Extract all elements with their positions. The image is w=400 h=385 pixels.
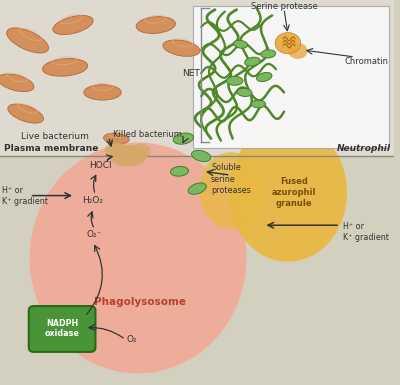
Ellipse shape bbox=[30, 142, 246, 373]
Ellipse shape bbox=[8, 104, 44, 123]
Text: HOCl: HOCl bbox=[89, 161, 112, 170]
Ellipse shape bbox=[261, 50, 276, 58]
Ellipse shape bbox=[251, 100, 266, 108]
Text: H⁺ or
K⁺ gradient: H⁺ or K⁺ gradient bbox=[343, 222, 389, 242]
Ellipse shape bbox=[245, 57, 260, 66]
Text: Plasma membrane: Plasma membrane bbox=[4, 144, 98, 153]
Ellipse shape bbox=[288, 43, 308, 59]
Ellipse shape bbox=[237, 88, 252, 97]
Ellipse shape bbox=[229, 123, 347, 262]
Ellipse shape bbox=[42, 59, 88, 76]
FancyBboxPatch shape bbox=[29, 306, 96, 352]
Ellipse shape bbox=[192, 150, 211, 162]
Ellipse shape bbox=[0, 74, 34, 92]
Ellipse shape bbox=[129, 144, 151, 158]
Text: Serine protease: Serine protease bbox=[251, 2, 317, 11]
Ellipse shape bbox=[163, 40, 200, 56]
Ellipse shape bbox=[226, 77, 243, 85]
Text: O₂: O₂ bbox=[127, 335, 138, 344]
FancyBboxPatch shape bbox=[193, 6, 388, 148]
Text: Killed bacterium: Killed bacterium bbox=[114, 131, 182, 139]
Text: H₂O₂: H₂O₂ bbox=[82, 196, 103, 205]
Bar bbox=[0, 0, 394, 156]
Ellipse shape bbox=[234, 40, 248, 48]
Ellipse shape bbox=[110, 146, 147, 167]
Text: Phagolysosome: Phagolysosome bbox=[94, 297, 186, 307]
Ellipse shape bbox=[84, 85, 121, 100]
Text: Live bacterium: Live bacterium bbox=[21, 132, 89, 141]
Ellipse shape bbox=[173, 133, 194, 144]
Ellipse shape bbox=[104, 142, 128, 158]
Text: Fused
azurophil
granule: Fused azurophil granule bbox=[272, 177, 316, 208]
Text: H⁺ or
K⁺ gradient: H⁺ or K⁺ gradient bbox=[2, 186, 48, 206]
Ellipse shape bbox=[199, 152, 262, 229]
Ellipse shape bbox=[104, 133, 129, 144]
Ellipse shape bbox=[53, 15, 93, 35]
Text: NADPH
oxidase: NADPH oxidase bbox=[45, 319, 80, 338]
Text: O₂⁻: O₂⁻ bbox=[87, 230, 102, 239]
Ellipse shape bbox=[170, 166, 188, 176]
Text: NET: NET bbox=[182, 69, 200, 79]
Ellipse shape bbox=[136, 17, 176, 33]
Ellipse shape bbox=[275, 33, 301, 54]
Text: Soluble
serine
proteases: Soluble serine proteases bbox=[211, 163, 251, 195]
Ellipse shape bbox=[188, 183, 206, 194]
Ellipse shape bbox=[7, 28, 48, 53]
Ellipse shape bbox=[256, 72, 272, 82]
Text: Chromatin: Chromatin bbox=[344, 57, 388, 66]
Text: Neutrophil: Neutrophil bbox=[336, 144, 390, 153]
